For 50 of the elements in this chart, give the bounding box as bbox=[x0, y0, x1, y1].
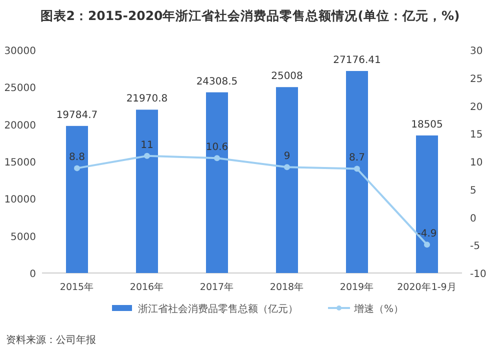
y2-tick-label: 15 bbox=[470, 130, 483, 141]
point bbox=[214, 155, 220, 162]
legend-label: 增速（%） bbox=[353, 303, 404, 315]
y-tick-label: 30000 bbox=[4, 46, 36, 57]
data-label: -4.9 bbox=[417, 228, 437, 240]
data-label: 8.8 bbox=[69, 152, 85, 164]
bar bbox=[136, 110, 158, 273]
bar bbox=[346, 70, 368, 273]
y2-tick-label: -5 bbox=[470, 241, 480, 252]
y-tick-label: 15000 bbox=[4, 158, 36, 168]
data-label: 10.6 bbox=[206, 142, 228, 154]
legend-label: 浙江省社会消费品零售总额（亿元） bbox=[138, 303, 298, 315]
bar bbox=[66, 126, 88, 273]
chart-title: 图表2：2015-2020年浙江省社会消费品零售总额情况(单位：亿元，%) bbox=[40, 8, 460, 23]
y-tick-label: 20000 bbox=[4, 120, 36, 132]
point bbox=[354, 166, 360, 172]
point bbox=[284, 164, 290, 170]
bar bbox=[276, 87, 298, 273]
data-label: 25008 bbox=[271, 71, 303, 82]
y-tick-label: 0 bbox=[30, 269, 36, 280]
data-label: 9 bbox=[284, 151, 290, 162]
bar bbox=[206, 92, 228, 273]
y2-tick-label: -10 bbox=[470, 269, 486, 280]
data-label: 8.7 bbox=[349, 152, 365, 164]
point bbox=[424, 242, 430, 248]
bar bbox=[416, 135, 438, 273]
x-tick-label: 2015年 bbox=[60, 281, 94, 293]
data-label: 19784.7 bbox=[56, 110, 98, 121]
x-tick-label: 2019年 bbox=[340, 281, 374, 293]
y-tick-label: 10000 bbox=[4, 194, 36, 206]
x-tick-label: 2016年 bbox=[130, 281, 164, 293]
y2-tick-label: 30 bbox=[470, 46, 483, 57]
data-label: 27176.41 bbox=[333, 54, 381, 66]
data-label: 21970.8 bbox=[126, 94, 168, 105]
x-tick-label: 2017年 bbox=[200, 281, 234, 293]
point bbox=[144, 152, 150, 159]
data-label: 11 bbox=[140, 140, 154, 151]
y-tick-label: 25000 bbox=[4, 83, 36, 94]
x-tick-label: 2018年 bbox=[270, 281, 304, 293]
y-tick-label: 5000 bbox=[10, 232, 36, 243]
y2-tick-label: 10 bbox=[470, 158, 483, 168]
y2-tick-label: 0 bbox=[470, 213, 476, 224]
point bbox=[74, 165, 80, 172]
x-tick-label: 2020年1-9月 bbox=[397, 281, 457, 293]
y2-tick-label: 25 bbox=[470, 74, 483, 85]
y2-tick-label: 20 bbox=[470, 102, 483, 113]
y2-tick-label: 5 bbox=[470, 185, 476, 196]
data-label: 18505 bbox=[411, 119, 443, 130]
data-label: 24308.5 bbox=[196, 76, 238, 88]
text: 资料来源：公司年报 bbox=[6, 334, 96, 346]
